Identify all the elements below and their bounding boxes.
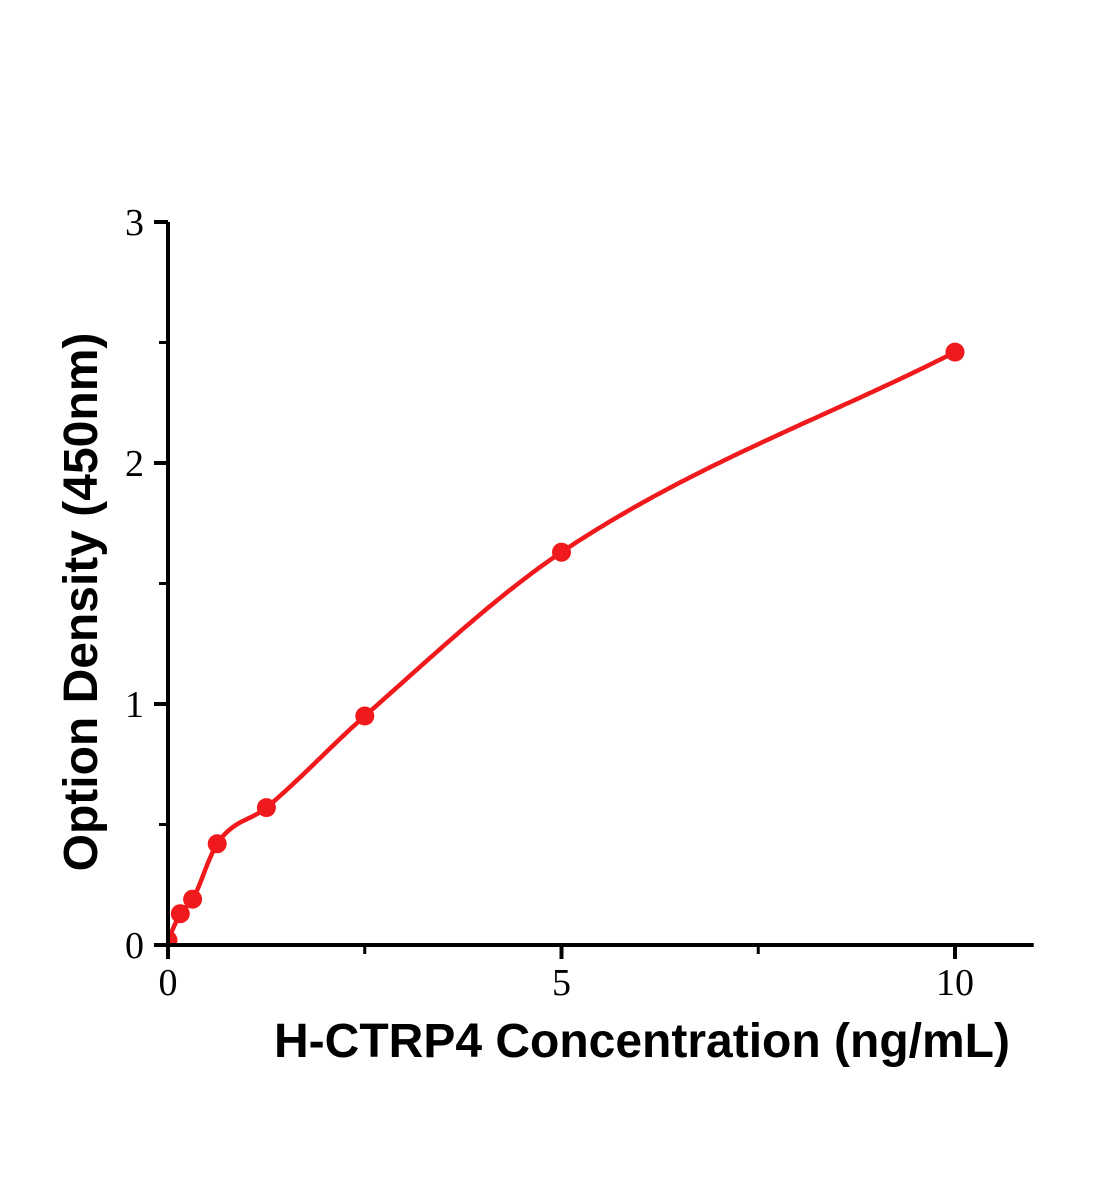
data-point — [552, 542, 571, 562]
data-point — [183, 889, 203, 909]
fit-curve — [168, 349, 958, 943]
y-tick-label: 3 — [125, 202, 144, 244]
data-point — [945, 342, 965, 362]
plot-area — [168, 342, 965, 945]
y-tick-label: 1 — [125, 684, 144, 726]
x-tick-label: 5 — [552, 962, 571, 1004]
data-point — [256, 798, 276, 818]
x-tick-label: 10 — [936, 962, 974, 1004]
data-point — [207, 834, 227, 854]
data-point — [170, 904, 190, 924]
data-point — [355, 706, 375, 726]
axis-lines — [166, 222, 1034, 947]
y-tick-label: 2 — [125, 443, 144, 485]
x-tick-label: 0 — [159, 962, 178, 1004]
data-point — [168, 930, 178, 945]
y-tick-label: 0 — [125, 925, 144, 967]
